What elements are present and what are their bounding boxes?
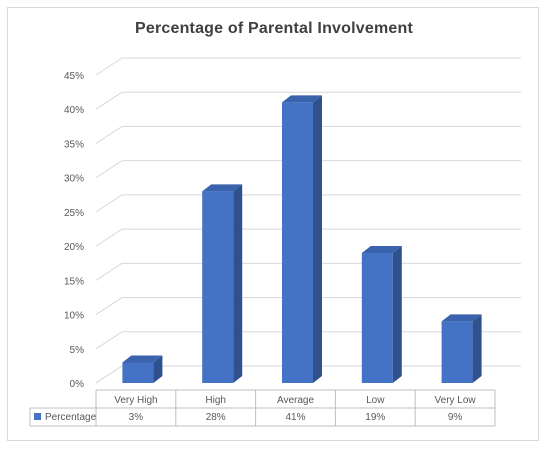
bar-front bbox=[202, 191, 234, 383]
y-tick-label: 20% bbox=[64, 242, 84, 253]
gridline-depth bbox=[95, 126, 123, 144]
y-tick-label: 45% bbox=[64, 71, 84, 82]
y-tick-label: 5% bbox=[70, 345, 85, 356]
data-label: 19% bbox=[365, 412, 385, 423]
gridline-depth bbox=[95, 331, 123, 350]
data-label: 41% bbox=[285, 412, 305, 423]
bar-side bbox=[153, 355, 163, 383]
bar-side bbox=[233, 184, 243, 383]
bar-top bbox=[202, 184, 243, 192]
bar bbox=[202, 184, 243, 383]
y-tick-label: 30% bbox=[64, 174, 84, 185]
bar bbox=[122, 355, 163, 383]
bar bbox=[361, 245, 402, 383]
bar-top bbox=[441, 314, 482, 322]
gridline-depth bbox=[95, 262, 123, 281]
gridline-depth bbox=[95, 228, 123, 247]
bar-front bbox=[122, 362, 154, 383]
data-label: 28% bbox=[206, 412, 226, 423]
bar-side bbox=[392, 245, 402, 383]
bar-front bbox=[441, 321, 473, 383]
bar-top bbox=[282, 95, 322, 103]
bar-front bbox=[282, 102, 313, 383]
gridline-depth bbox=[95, 57, 123, 76]
category-label: Low bbox=[366, 395, 385, 406]
y-tick-label: 10% bbox=[64, 311, 84, 322]
bar-side bbox=[472, 314, 482, 383]
y-tick-label: 25% bbox=[64, 208, 84, 219]
y-tick-label: 15% bbox=[64, 276, 84, 287]
floor-edge bbox=[95, 365, 123, 384]
category-label: High bbox=[205, 395, 226, 406]
bar bbox=[441, 314, 482, 383]
bar-top bbox=[122, 355, 163, 363]
gridline-depth bbox=[95, 160, 123, 179]
y-tick-label: 0% bbox=[70, 379, 85, 390]
gridline-depth bbox=[95, 194, 123, 213]
bar-front bbox=[361, 252, 393, 383]
gridline-depth bbox=[95, 297, 123, 315]
data-label: 3% bbox=[129, 412, 144, 423]
category-label: Average bbox=[277, 395, 315, 406]
bar bbox=[282, 95, 322, 383]
category-label: Very High bbox=[114, 395, 157, 406]
category-label: Very Low bbox=[435, 395, 477, 406]
chart-title: Percentage of Parental Involvement bbox=[134, 20, 413, 37]
series-name: Percentage bbox=[45, 412, 97, 423]
gridline-depth bbox=[95, 91, 123, 110]
bar-side bbox=[313, 95, 322, 383]
y-tick-label: 35% bbox=[64, 139, 84, 150]
data-label: 9% bbox=[448, 412, 463, 423]
y-tick-label: 40% bbox=[64, 105, 84, 116]
bar-top bbox=[361, 245, 402, 253]
legend-key bbox=[34, 413, 41, 420]
